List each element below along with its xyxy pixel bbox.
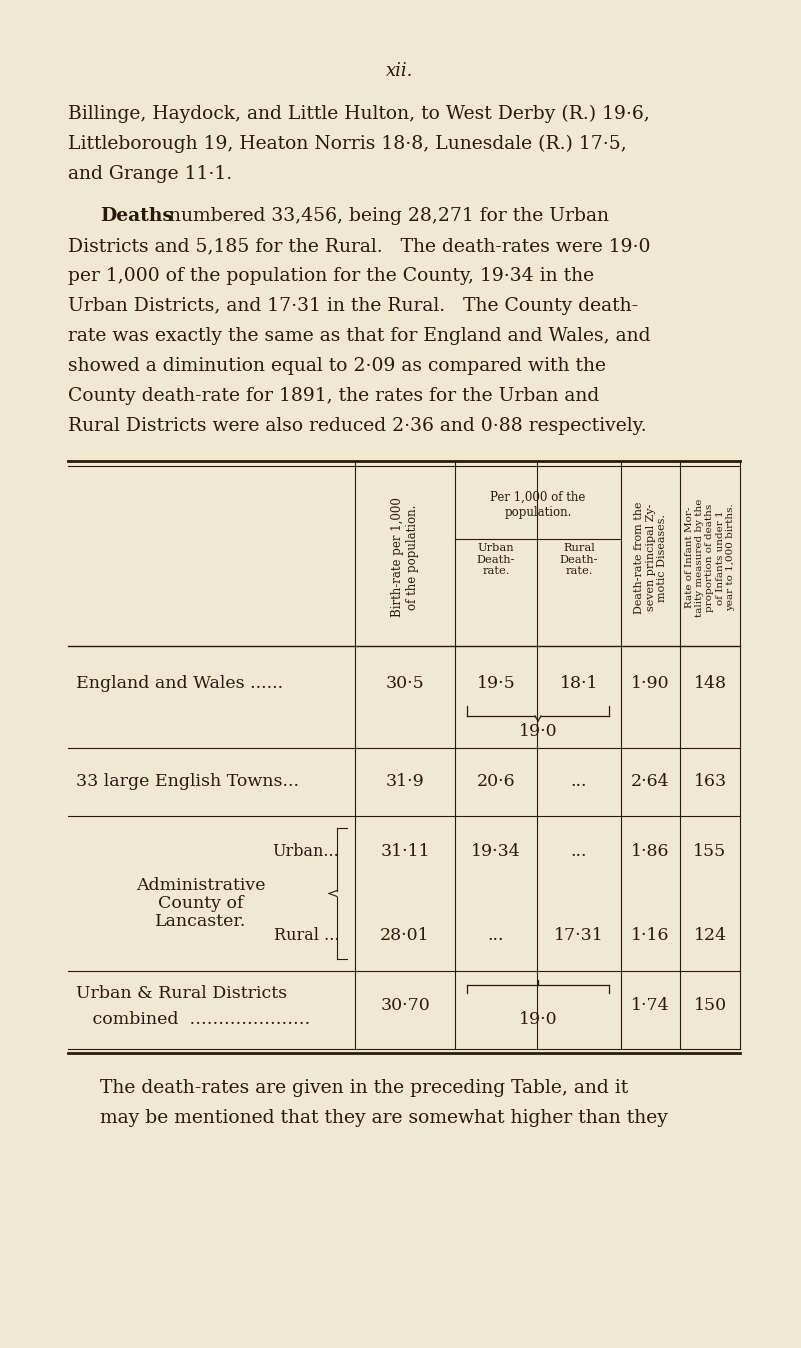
Text: County death-rate for 1891, the rates for the Urban and: County death-rate for 1891, the rates fo… [68, 387, 599, 404]
Text: rate was exactly the same as that for England and Wales, and: rate was exactly the same as that for En… [68, 328, 650, 345]
Text: 1·16: 1·16 [630, 927, 670, 945]
Text: Rural Districts were also reduced 2·36 and 0·88 respectively.: Rural Districts were also reduced 2·36 a… [68, 417, 646, 435]
Text: ...: ... [571, 842, 587, 860]
Text: England and Wales ......: England and Wales ...... [76, 675, 283, 693]
Text: 33 large English Towns...: 33 large English Towns... [76, 774, 299, 790]
Text: 19·0: 19·0 [519, 724, 557, 740]
Text: Per 1,000 of the
population.: Per 1,000 of the population. [490, 491, 586, 519]
Text: 155: 155 [694, 842, 727, 860]
Text: 20·6: 20·6 [477, 774, 515, 790]
Text: County of: County of [159, 895, 244, 913]
Text: 19·0: 19·0 [519, 1011, 557, 1027]
Text: Rural
Death-
rate.: Rural Death- rate. [560, 543, 598, 576]
Text: 1·90: 1·90 [630, 675, 670, 693]
Text: Districts and 5,185 for the Rural.   The death-rates were 19·0: Districts and 5,185 for the Rural. The d… [68, 237, 650, 255]
Text: and Grange 11·1.: and Grange 11·1. [68, 164, 232, 183]
Text: Urban & Rural Districts: Urban & Rural Districts [76, 984, 287, 1002]
Text: per 1,000 of the population for the County, 19·34 in the: per 1,000 of the population for the Coun… [68, 267, 594, 284]
Text: Birth-rate per 1,000
of the population.: Birth-rate per 1,000 of the population. [391, 497, 419, 617]
Text: Rate of Infant Mor-
tality measured by the
proportion of deaths
of Infants under: Rate of Infant Mor- tality measured by t… [685, 499, 735, 616]
Text: 148: 148 [694, 675, 727, 693]
Text: 18·1: 18·1 [560, 675, 598, 693]
Text: 124: 124 [694, 927, 727, 945]
Text: Urban Districts, and 17·31 in the Rural.   The County death-: Urban Districts, and 17·31 in the Rural.… [68, 297, 638, 315]
Text: combined  …………………: combined ………………… [76, 1011, 310, 1027]
Text: ...: ... [571, 774, 587, 790]
Text: 30·5: 30·5 [385, 675, 425, 693]
Text: Administrative: Administrative [136, 878, 266, 895]
Text: The death-rates are given in the preceding Table, and it: The death-rates are given in the precedi… [100, 1078, 628, 1097]
Text: Deaths: Deaths [100, 208, 173, 225]
Text: 31·11: 31·11 [380, 842, 430, 860]
Text: Lancaster.: Lancaster. [155, 914, 247, 930]
Text: Death-rate from the
seven principal Zy-
motic Diseases.: Death-rate from the seven principal Zy- … [634, 501, 667, 613]
Text: Littleborough 19, Heaton Norris 18·8, Lunesdale (R.) 17·5,: Littleborough 19, Heaton Norris 18·8, Lu… [68, 135, 626, 154]
Text: 163: 163 [694, 774, 727, 790]
Text: Billinge, Haydock, and Little Hulton, to West Derby (R.) 19·6,: Billinge, Haydock, and Little Hulton, to… [68, 105, 650, 123]
Text: 1·74: 1·74 [630, 998, 670, 1015]
Text: 19·5: 19·5 [477, 675, 515, 693]
Text: Urban...: Urban... [272, 842, 339, 860]
Text: 150: 150 [694, 998, 727, 1015]
Text: xii.: xii. [386, 62, 413, 80]
Text: 1·86: 1·86 [630, 842, 670, 860]
Text: numbered 33,456, being 28,271 for the Urban: numbered 33,456, being 28,271 for the Ur… [163, 208, 609, 225]
Text: 17·31: 17·31 [554, 927, 604, 945]
Text: 28·01: 28·01 [380, 927, 430, 945]
Text: showed a diminution equal to 2·09 as compared with the: showed a diminution equal to 2·09 as com… [68, 357, 606, 375]
Text: may be mentioned that they are somewhat higher than they: may be mentioned that they are somewhat … [100, 1109, 668, 1127]
Text: 30·70: 30·70 [380, 998, 430, 1015]
Text: Urban
Death-
rate.: Urban Death- rate. [477, 543, 515, 576]
Text: Rural ...: Rural ... [273, 927, 339, 945]
Text: ...: ... [488, 927, 505, 945]
Text: 31·9: 31·9 [385, 774, 425, 790]
Text: 19·34: 19·34 [471, 842, 521, 860]
Text: 2·64: 2·64 [630, 774, 670, 790]
